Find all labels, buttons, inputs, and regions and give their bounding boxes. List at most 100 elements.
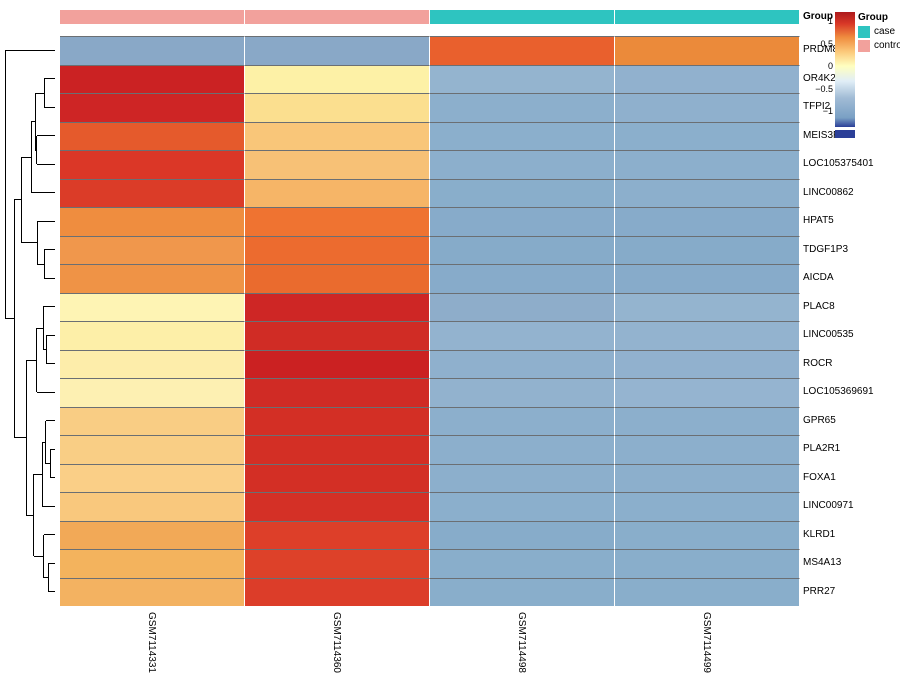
heatmap-cell <box>615 464 800 493</box>
row-label: PLA2R1 <box>803 443 840 454</box>
row-label: ROCR <box>803 358 832 369</box>
dendro-h <box>37 392 56 393</box>
heatmap-cell <box>60 207 245 236</box>
heatmap-cell <box>615 207 800 236</box>
heatmap-cell <box>430 492 615 521</box>
column-label: GSM7114331 <box>146 612 157 673</box>
heatmap-cell <box>60 435 245 464</box>
dendro-h <box>35 150 37 151</box>
heatmap-cell <box>615 350 800 379</box>
dendro-h <box>34 556 44 557</box>
heatmap-cell <box>245 321 430 350</box>
colorbar-tick-label: 1 <box>809 16 833 26</box>
row-label: HPAT5 <box>803 215 834 226</box>
heatmap-cell <box>430 264 615 293</box>
dendro-h <box>26 515 34 516</box>
legend-swatch <box>858 26 870 38</box>
heatmap-cell <box>245 549 430 578</box>
heatmap-cell <box>245 521 430 550</box>
heatmap-cell <box>245 492 430 521</box>
dendro-h <box>34 474 43 475</box>
column-label: GSM7114499 <box>701 612 712 673</box>
heatmap-cell <box>615 321 800 350</box>
heatmap-cell <box>245 264 430 293</box>
dendro-h <box>35 93 44 94</box>
heatmap-cell <box>615 236 800 265</box>
dendro-h <box>21 242 37 243</box>
dendro-h <box>42 442 46 443</box>
heatmap-cell <box>615 521 800 550</box>
heatmap-cell <box>615 293 800 322</box>
colorbar <box>835 12 855 127</box>
colorbar-tick-label: −1 <box>809 106 833 116</box>
dendro-v <box>5 50 6 319</box>
dendro-h <box>50 449 55 450</box>
dendro-h <box>44 107 55 108</box>
dendro-h <box>50 477 55 478</box>
heatmap-cell <box>60 321 245 350</box>
heatmap-cell <box>430 549 615 578</box>
group-annot-cell <box>615 10 800 24</box>
colorbar-tick-label: 0 <box>809 61 833 71</box>
heatmap-cell <box>60 521 245 550</box>
heatmap-cell <box>60 378 245 407</box>
heatmap-cell <box>60 179 245 208</box>
row-label: GPR65 <box>803 415 836 426</box>
heatmap-cell <box>60 407 245 436</box>
legend-label: control <box>874 40 900 51</box>
heatmap-cell <box>245 207 430 236</box>
heatmap-cell <box>430 207 615 236</box>
heatmap-cell <box>60 65 245 94</box>
row-label: FOXA1 <box>803 472 836 483</box>
dendro-h <box>14 437 26 438</box>
dendro-h <box>37 164 56 165</box>
heatmap-cell <box>615 264 800 293</box>
dendro-h <box>43 306 55 307</box>
dendro-h <box>44 534 56 535</box>
heatmap-cell <box>615 150 800 179</box>
heatmap-cell <box>60 549 245 578</box>
dendro-h <box>44 249 55 250</box>
heatmap-cell <box>430 464 615 493</box>
heatmap-cell <box>430 93 615 122</box>
heatmap-cell <box>60 236 245 265</box>
heatmap-cell <box>430 521 615 550</box>
dendro-h <box>46 335 55 336</box>
dendro-h <box>46 363 55 364</box>
heatmap-cell <box>615 435 800 464</box>
dendro-h <box>44 577 49 578</box>
heatmap-cell <box>245 150 430 179</box>
heatmap-cell <box>430 36 615 65</box>
heatmap-cell <box>245 435 430 464</box>
heatmap-cell <box>615 93 800 122</box>
dendro-h <box>42 506 55 507</box>
heatmap-cell <box>245 578 430 607</box>
heatmap-cell <box>430 350 615 379</box>
heatmap-cell <box>430 293 615 322</box>
legend-label: case <box>874 26 895 37</box>
heatmap-cell <box>615 179 800 208</box>
heatmap-cell <box>430 236 615 265</box>
heatmap-cell <box>60 264 245 293</box>
dendro-h <box>46 420 56 421</box>
heatmap-cell <box>60 492 245 521</box>
dendro-h <box>37 221 55 222</box>
heatmap-cell <box>245 378 430 407</box>
heatmap-cell <box>430 407 615 436</box>
row-label: AICDA <box>803 272 834 283</box>
heatmap-cell <box>60 578 245 607</box>
dendro-h <box>31 192 55 193</box>
heatmap-cell <box>60 150 245 179</box>
column-label: GSM7114498 <box>516 612 527 673</box>
row-label: LOC105375401 <box>803 158 874 169</box>
row-label: OR4K2 <box>803 73 836 84</box>
heatmap-figure: GroupPRDM8OR4K2TFPI2MEIS3P1LOC105375401L… <box>0 0 900 700</box>
heatmap-cell <box>60 464 245 493</box>
heatmap-cell <box>430 578 615 607</box>
heatmap-cell <box>615 578 800 607</box>
row-label: KLRD1 <box>803 529 835 540</box>
dendro-h <box>21 157 31 158</box>
heatmap-cell <box>245 236 430 265</box>
colorbar-tick-label: 0.5 <box>809 39 833 49</box>
heatmap-cell <box>430 65 615 94</box>
